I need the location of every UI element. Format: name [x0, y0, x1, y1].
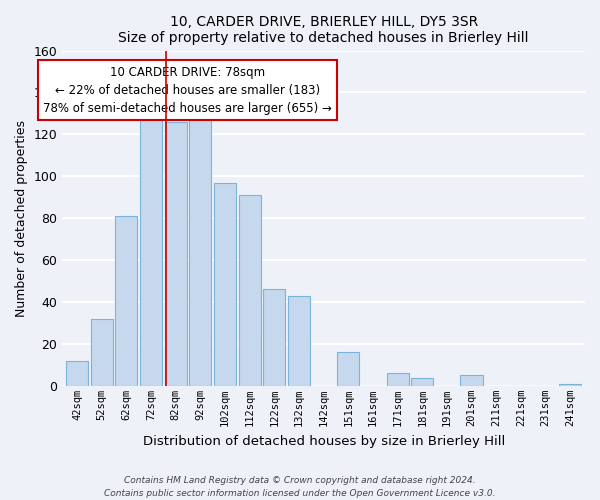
Bar — [460, 376, 482, 386]
Bar — [559, 384, 581, 386]
Bar — [115, 216, 137, 386]
Bar — [189, 112, 211, 386]
Y-axis label: Number of detached properties: Number of detached properties — [15, 120, 28, 316]
Bar — [263, 290, 286, 386]
Bar — [164, 122, 187, 386]
Text: 10 CARDER DRIVE: 78sqm
← 22% of detached houses are smaller (183)
78% of semi-de: 10 CARDER DRIVE: 78sqm ← 22% of detached… — [43, 66, 332, 114]
Bar — [66, 360, 88, 386]
Bar — [239, 195, 261, 386]
Bar — [337, 352, 359, 386]
Bar — [288, 296, 310, 386]
Bar — [214, 182, 236, 386]
Bar — [411, 378, 433, 386]
Bar — [140, 112, 162, 386]
Text: Contains HM Land Registry data © Crown copyright and database right 2024.
Contai: Contains HM Land Registry data © Crown c… — [104, 476, 496, 498]
Bar — [91, 319, 113, 386]
Bar — [386, 374, 409, 386]
X-axis label: Distribution of detached houses by size in Brierley Hill: Distribution of detached houses by size … — [143, 434, 505, 448]
Title: 10, CARDER DRIVE, BRIERLEY HILL, DY5 3SR
Size of property relative to detached h: 10, CARDER DRIVE, BRIERLEY HILL, DY5 3SR… — [118, 15, 529, 45]
